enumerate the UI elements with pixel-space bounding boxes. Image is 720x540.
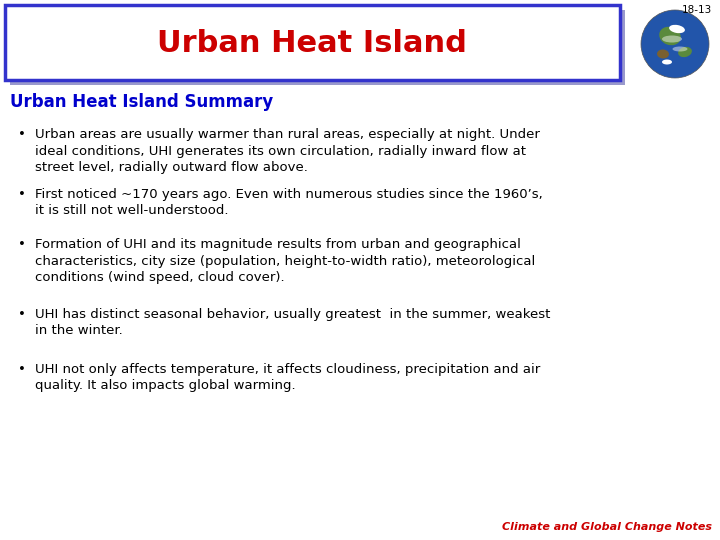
- Ellipse shape: [660, 27, 681, 45]
- Text: •: •: [18, 363, 26, 376]
- Text: Formation of UHI and its magnitude results from urban and geographical
character: Formation of UHI and its magnitude resul…: [35, 238, 535, 284]
- Ellipse shape: [678, 47, 692, 57]
- Text: First noticed ~170 years ago. Even with numerous studies since the 1960’s,
it is: First noticed ~170 years ago. Even with …: [35, 188, 543, 218]
- Text: •: •: [18, 128, 26, 141]
- Ellipse shape: [662, 36, 682, 43]
- FancyBboxPatch shape: [10, 10, 625, 85]
- Text: UHI not only affects temperature, it affects cloudiness, precipitation and air
q: UHI not only affects temperature, it aff…: [35, 363, 540, 393]
- Text: Urban areas are usually warmer than rural areas, especially at night. Under
idea: Urban areas are usually warmer than rura…: [35, 128, 540, 174]
- Text: •: •: [18, 308, 26, 321]
- Text: 18-13: 18-13: [682, 5, 712, 15]
- FancyBboxPatch shape: [5, 5, 620, 80]
- Text: Urban Heat Island: Urban Heat Island: [157, 29, 467, 57]
- Ellipse shape: [672, 46, 688, 51]
- Text: Climate and Global Change Notes: Climate and Global Change Notes: [502, 522, 712, 532]
- Ellipse shape: [657, 50, 669, 58]
- Ellipse shape: [669, 25, 685, 33]
- Circle shape: [641, 10, 709, 78]
- Text: Urban Heat Island Summary: Urban Heat Island Summary: [10, 93, 274, 111]
- Text: •: •: [18, 188, 26, 201]
- Ellipse shape: [662, 59, 672, 64]
- Text: UHI has distinct seasonal behavior, usually greatest  in the summer, weakest
in : UHI has distinct seasonal behavior, usua…: [35, 308, 550, 338]
- Text: •: •: [18, 238, 26, 251]
